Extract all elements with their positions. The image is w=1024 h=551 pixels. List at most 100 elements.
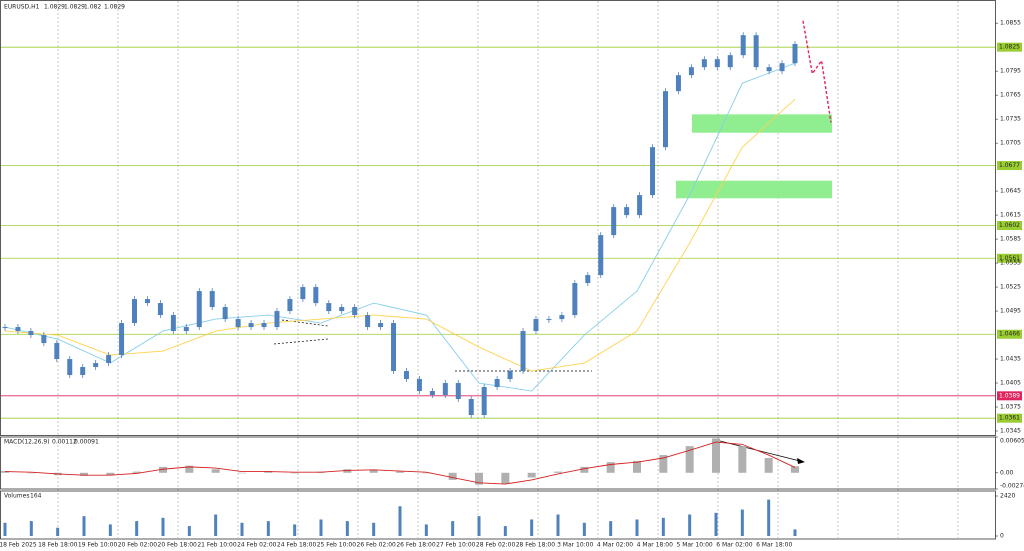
candle (662, 91, 668, 148)
candle (378, 323, 384, 328)
volume-bar (609, 521, 613, 536)
macd-bar (159, 466, 167, 473)
x-tick-label: 19 Feb 10:00 (78, 542, 118, 549)
candle (675, 75, 681, 92)
forecast-line (802, 20, 832, 123)
candle (93, 363, 99, 368)
candle (28, 331, 34, 336)
volume-bar (767, 499, 771, 536)
macd-bar (27, 472, 36, 474)
candle (714, 59, 720, 68)
candle (468, 399, 474, 416)
candle (624, 207, 630, 216)
x-tick-label: 18 Feb 2025 (0, 542, 37, 549)
candle (274, 311, 280, 328)
level-label: 1.0361 (999, 415, 1020, 422)
macd-bar (422, 472, 431, 474)
macd-tick-label: -0.00274 (1000, 483, 1024, 490)
volume-bar (503, 526, 507, 536)
level-label: 1.0561 (999, 255, 1020, 262)
volume-bar (556, 514, 560, 536)
level-label-box (997, 391, 1022, 401)
x-tick-label: 24 Feb 18:00 (277, 542, 317, 549)
volume-bar (319, 519, 323, 536)
candle (585, 275, 591, 284)
x-tick-label: 28 Feb 18:00 (516, 542, 556, 549)
macd-bar (238, 472, 246, 474)
candle (403, 371, 409, 380)
macd-bar (764, 458, 773, 473)
quote-value: 1.0829 (44, 4, 65, 11)
volume-bar (793, 529, 797, 536)
y-tick-label: 1.0435 (1000, 356, 1021, 363)
x-tick-label: 6 Mar 18:00 (756, 542, 792, 549)
macd-bar (290, 472, 299, 474)
macd-bar (633, 460, 641, 473)
macd-signal (4, 441, 796, 485)
macd-bar (738, 446, 747, 473)
candle (300, 287, 306, 300)
candle (727, 55, 733, 68)
symbol: EURUSD,H1 (4, 4, 40, 11)
candle (637, 195, 643, 216)
candle (106, 355, 112, 364)
candle (209, 291, 215, 308)
divergence-arrow (797, 458, 805, 464)
level-label-box (997, 220, 1022, 230)
volume-bar (688, 514, 692, 536)
candle (792, 43, 798, 64)
volume-bar (266, 521, 270, 536)
x-tick-label: 27 Feb 10:00 (436, 542, 476, 549)
volume-panel (0, 490, 996, 540)
zone (692, 114, 832, 133)
candle (170, 315, 176, 332)
candle (572, 283, 578, 316)
candle (144, 299, 150, 304)
volume-bar (29, 521, 33, 536)
candle (365, 315, 371, 328)
volume-bar (714, 512, 718, 536)
candle (520, 331, 526, 372)
macd-bar (606, 462, 615, 473)
candle (391, 323, 397, 372)
candle (559, 315, 565, 320)
macd-bar (475, 472, 483, 485)
quote-value: 1.082 (84, 4, 101, 11)
level-label-box (997, 42, 1022, 52)
y-tick-label: 1.0525 (1000, 284, 1021, 291)
volume-bar (530, 519, 534, 536)
candle (429, 391, 435, 396)
y-tick-label: 1.0645 (1000, 188, 1021, 195)
volume-bar (582, 522, 586, 536)
volume-bar (635, 519, 639, 536)
macd-bar (132, 471, 141, 473)
candle (196, 291, 202, 328)
candle (157, 303, 163, 316)
candle (766, 67, 772, 72)
y-tick-label: 1.0555 (1000, 260, 1021, 267)
macd-tick-label: 0.00 (1000, 469, 1014, 476)
x-tick-label: 28 Feb 02:00 (476, 542, 516, 549)
x-tick-label: 26 Feb 02:00 (357, 542, 397, 549)
candle (611, 207, 617, 236)
candle (261, 323, 267, 328)
candle (740, 35, 746, 56)
candle (235, 319, 241, 328)
level-label: 1.0389 (999, 392, 1020, 399)
candle (533, 319, 539, 332)
volume-bar (240, 522, 244, 536)
volume-bar (161, 517, 165, 536)
volume-tick-label: 2420 (1000, 493, 1015, 500)
moving-average (4, 98, 796, 372)
candle (598, 235, 604, 276)
macd-bar (80, 472, 88, 476)
volume-bar (293, 524, 297, 536)
candle (15, 327, 21, 332)
triangle-lower (273, 338, 329, 345)
y-tick-label: 1.0615 (1000, 212, 1021, 219)
candle (119, 323, 125, 356)
x-tick-label: 24 Feb 02:00 (237, 542, 277, 549)
candle (650, 147, 656, 196)
volume-bar (424, 524, 428, 536)
